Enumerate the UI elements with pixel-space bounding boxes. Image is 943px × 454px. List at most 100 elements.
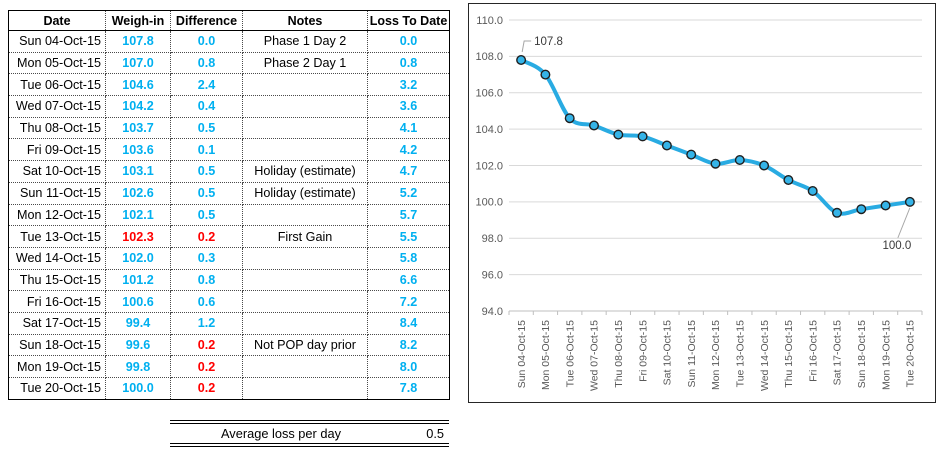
cell-difference[interactable]: 0.8 bbox=[170, 51, 243, 75]
series-line bbox=[519, 58, 912, 216]
cell-weigh-in[interactable]: 99.8 bbox=[105, 355, 171, 378]
weight-chart[interactable]: 110.0 108.0 106.0 104.0 102.0 100.0 98.0 96.0 94… bbox=[468, 3, 936, 403]
cell-date[interactable]: Wed 14-Oct-15 bbox=[8, 246, 106, 270]
x-axis-tick-label: Tue 06-Oct-15 bbox=[564, 320, 576, 387]
cell-notes[interactable] bbox=[242, 95, 368, 118]
cell-difference[interactable]: 0.2 bbox=[170, 225, 243, 248]
cell-difference[interactable]: 0.3 bbox=[170, 246, 243, 270]
cell-loss-to-date[interactable]: 5.2 bbox=[367, 181, 450, 205]
cell-date[interactable]: Fri 16-Oct-15 bbox=[8, 290, 106, 313]
cell-difference[interactable]: 1.2 bbox=[170, 311, 243, 335]
cell-loss-to-date[interactable]: 4.2 bbox=[367, 138, 450, 162]
cell-difference[interactable]: 0.5 bbox=[170, 160, 243, 183]
cell-loss-to-date[interactable]: 3.2 bbox=[367, 73, 450, 97]
cell-notes[interactable] bbox=[242, 246, 368, 270]
cell-difference[interactable]: 0.8 bbox=[170, 268, 243, 292]
data-point-marker bbox=[564, 113, 575, 124]
weigh-in-line-chart: 110.0 108.0 106.0 104.0 102.0 100.0 98.0 96.0 94… bbox=[475, 15, 923, 391]
cell-loss-to-date[interactable]: 8.4 bbox=[367, 311, 450, 335]
cell-notes[interactable] bbox=[242, 311, 368, 335]
cell-difference[interactable]: 2.4 bbox=[170, 73, 243, 97]
cell-notes[interactable] bbox=[242, 268, 368, 292]
cell-weigh-in[interactable]: 103.1 bbox=[105, 160, 171, 183]
cell-weigh-in[interactable]: 102.6 bbox=[105, 181, 171, 205]
cell-notes[interactable]: Phase 1 Day 2 bbox=[242, 30, 368, 53]
cell-notes[interactable] bbox=[242, 116, 368, 140]
cell-loss-to-date[interactable]: 4.1 bbox=[367, 116, 450, 140]
cell-difference[interactable]: 0.5 bbox=[170, 203, 243, 227]
cell-date[interactable]: Sun 18-Oct-15 bbox=[8, 333, 106, 357]
cell-date[interactable]: Wed 07-Oct-15 bbox=[8, 95, 106, 118]
cell-loss-to-date[interactable]: 5.8 bbox=[367, 246, 450, 270]
cell-weigh-in[interactable]: 103.7 bbox=[105, 116, 171, 140]
cell-weigh-in[interactable]: 104.6 bbox=[105, 73, 171, 97]
cell-weigh-in[interactable]: 107.8 bbox=[105, 30, 171, 53]
cell-difference[interactable]: 0.4 bbox=[170, 95, 243, 118]
cell-difference[interactable]: 0.0 bbox=[170, 30, 243, 53]
x-axis-tick-label: Sun 11-Oct-15 bbox=[686, 320, 698, 388]
cell-loss-to-date[interactable]: 8.2 bbox=[367, 333, 450, 357]
table-header-row: Date Weigh-in Difference Notes Loss To D… bbox=[8, 10, 450, 31]
cell-notes[interactable]: First Gain bbox=[242, 225, 368, 248]
cell-loss-to-date[interactable]: 3.6 bbox=[367, 95, 450, 118]
cell-weigh-in[interactable]: 100.6 bbox=[105, 290, 171, 313]
cell-notes[interactable] bbox=[242, 377, 368, 400]
cell-weigh-in[interactable]: 99.6 bbox=[105, 333, 171, 357]
cell-date[interactable]: Mon 19-Oct-15 bbox=[8, 355, 106, 378]
cell-weigh-in[interactable]: 99.4 bbox=[105, 311, 171, 335]
cell-notes[interactable]: Holiday (estimate) bbox=[242, 160, 368, 183]
cell-date[interactable]: Mon 12-Oct-15 bbox=[8, 203, 106, 227]
cell-weigh-in[interactable]: 102.0 bbox=[105, 246, 171, 270]
cell-notes[interactable] bbox=[242, 203, 368, 227]
table-row: Mon 19-Oct-15 99.8 0.2 8.0 bbox=[8, 355, 450, 378]
cell-weigh-in[interactable]: 100.0 bbox=[105, 377, 171, 400]
cell-loss-to-date[interactable]: 5.7 bbox=[367, 203, 450, 227]
cell-date[interactable]: Sat 10-Oct-15 bbox=[8, 160, 106, 183]
cell-notes[interactable] bbox=[242, 355, 368, 378]
cell-weigh-in[interactable]: 104.2 bbox=[105, 95, 171, 118]
cell-date[interactable]: Thu 08-Oct-15 bbox=[8, 116, 106, 140]
cell-notes[interactable]: Not POP day prior bbox=[242, 333, 368, 357]
cell-date[interactable]: Tue 20-Oct-15 bbox=[8, 377, 106, 400]
table-row: Thu 15-Oct-15 101.2 0.8 6.6 bbox=[8, 268, 450, 292]
cell-loss-to-date[interactable]: 7.8 bbox=[367, 377, 450, 400]
cell-date[interactable]: Sat 17-Oct-15 bbox=[8, 311, 106, 335]
cell-loss-to-date[interactable]: 5.5 bbox=[367, 225, 450, 248]
cell-difference[interactable]: 0.2 bbox=[170, 377, 243, 400]
cell-date[interactable]: Fri 09-Oct-15 bbox=[8, 138, 106, 162]
cell-date[interactable]: Thu 15-Oct-15 bbox=[8, 268, 106, 292]
cell-date[interactable]: Mon 05-Oct-15 bbox=[8, 51, 106, 75]
cell-loss-to-date[interactable]: 0.8 bbox=[367, 51, 450, 75]
cell-loss-to-date[interactable]: 7.2 bbox=[367, 290, 450, 313]
cell-notes[interactable] bbox=[242, 138, 368, 162]
x-axis: Sun 04-Oct-15 Mon 05-Oct-15 Tue 06-Oct-15 W… bbox=[508, 310, 923, 391]
cell-notes[interactable]: Phase 2 Day 1 bbox=[242, 51, 368, 75]
y-axis-tick-label: 102.0 bbox=[475, 160, 503, 172]
cell-difference[interactable]: 0.5 bbox=[170, 116, 243, 140]
table-row: Tue 06-Oct-15 104.6 2.4 3.2 bbox=[8, 73, 450, 97]
cell-date[interactable]: Tue 13-Oct-15 bbox=[8, 225, 106, 248]
cell-date[interactable]: Sun 04-Oct-15 bbox=[8, 30, 106, 53]
cell-weigh-in[interactable]: 101.2 bbox=[105, 268, 171, 292]
cell-date[interactable]: Sun 11-Oct-15 bbox=[8, 181, 106, 205]
x-axis-tick-label: Sun 04-Oct-15 bbox=[516, 320, 528, 388]
cell-loss-to-date[interactable]: 6.6 bbox=[367, 268, 450, 292]
cell-difference[interactable]: 0.2 bbox=[170, 355, 243, 378]
cell-notes[interactable] bbox=[242, 73, 368, 97]
cell-difference[interactable]: 0.1 bbox=[170, 138, 243, 162]
cell-date[interactable]: Tue 06-Oct-15 bbox=[8, 73, 106, 97]
cell-notes[interactable] bbox=[242, 290, 368, 313]
cell-weigh-in[interactable]: 107.0 bbox=[105, 51, 171, 75]
cell-loss-to-date[interactable]: 0.0 bbox=[367, 30, 450, 53]
x-axis-tick-label: Tue 20-Oct-15 bbox=[905, 320, 917, 387]
cell-difference[interactable]: 0.5 bbox=[170, 181, 243, 205]
cell-weigh-in[interactable]: 102.3 bbox=[105, 225, 171, 248]
cell-loss-to-date[interactable]: 8.0 bbox=[367, 355, 450, 378]
cell-weigh-in[interactable]: 103.6 bbox=[105, 138, 171, 162]
x-axis-tick-label: Thu 15-Oct-15 bbox=[783, 320, 795, 388]
cell-notes[interactable]: Holiday (estimate) bbox=[242, 181, 368, 205]
cell-difference[interactable]: 0.2 bbox=[170, 333, 243, 357]
cell-difference[interactable]: 0.6 bbox=[170, 290, 243, 313]
cell-weigh-in[interactable]: 102.1 bbox=[105, 203, 171, 227]
cell-loss-to-date[interactable]: 4.7 bbox=[367, 160, 450, 183]
